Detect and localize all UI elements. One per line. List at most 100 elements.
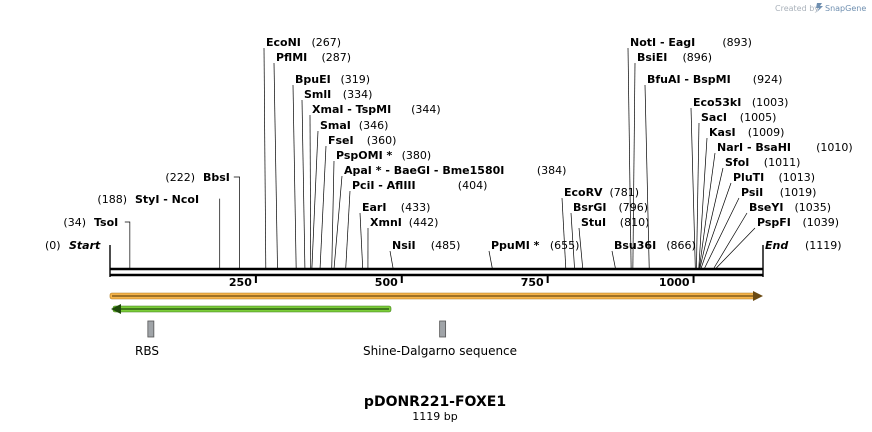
restriction-site[interactable]: EcoNI (267) — [263, 36, 341, 269]
restriction-site[interactable]: Bsu36I (866) — [611, 239, 696, 269]
site-connector — [699, 152, 716, 269]
restriction-site[interactable]: NsiI (485) — [389, 239, 461, 269]
restriction-site[interactable]: SmlI (334) — [301, 88, 372, 269]
restriction-site[interactable]: NarI - BsaHI (1010) — [699, 141, 853, 269]
site-name: StuI — [581, 216, 606, 229]
site-position: (34) — [63, 216, 86, 229]
feature-label: RBS — [135, 344, 159, 358]
restriction-site[interactable]: PsiI (1019) — [704, 186, 817, 269]
restriction-site[interactable]: FseI (360) — [319, 134, 397, 269]
plasmid-title: pDONR221-FOXE1 — [364, 394, 506, 410]
restriction-site[interactable]: BpuEI (319) — [292, 73, 371, 269]
feature-box — [439, 320, 447, 338]
site-position: (1011) — [764, 156, 801, 169]
site-connector — [578, 227, 584, 269]
restriction-site[interactable]: PpuMI * (655) — [488, 239, 579, 269]
site-connector — [704, 197, 740, 269]
site-name: PpuMI * — [491, 239, 540, 252]
site-name: SmaI — [320, 119, 351, 132]
site-connector — [333, 175, 343, 269]
green-feature-arrow — [111, 304, 392, 314]
site-name: TsoI — [94, 216, 118, 229]
restriction-site[interactable]: XmaI - TspMI (344) — [309, 103, 441, 269]
scale-tick-label: 750 — [521, 276, 544, 289]
orange-feature-arrow — [109, 291, 763, 301]
site-position: (810) — [620, 216, 650, 229]
restriction-site[interactable]: StyI - NcoI (188) — [97, 193, 221, 268]
site-connector — [561, 197, 567, 269]
restriction-site[interactable]: BfuAI - BspMI (924) — [644, 73, 783, 269]
restriction-site[interactable]: XmnI (442) — [367, 216, 439, 269]
site-connector — [696, 122, 700, 269]
site-name: FseI — [328, 134, 354, 147]
site-connector — [263, 47, 267, 269]
site-position: (1005) — [740, 111, 777, 124]
feature-label: Shine-Dalgarno sequence — [363, 344, 517, 358]
site-position: (1010) — [816, 141, 853, 154]
site-name: PspFI — [757, 216, 791, 229]
site-position: (485) — [431, 239, 461, 252]
site-connector — [698, 137, 708, 269]
site-connector — [632, 62, 636, 269]
site-name: PciI - AflIII — [352, 179, 416, 192]
restriction-site[interactable]: KasI (1009) — [698, 126, 785, 269]
restriction-site[interactable]: BsrGI (796) — [570, 201, 648, 269]
restriction-site[interactable]: Eco53kI (1003) — [690, 96, 788, 269]
site-position: (442) — [409, 216, 439, 229]
restriction-site[interactable]: SmaI (346) — [311, 119, 388, 269]
restriction-site[interactable]: ApaI * - BaeGI - Bme1580I (384) — [333, 164, 566, 269]
restriction-site[interactable]: SacI (1005) — [696, 111, 777, 269]
restriction-site[interactable]: EarI (433) — [359, 201, 430, 269]
start-position: (0) — [45, 239, 61, 252]
snapgene-logo-icon — [816, 3, 823, 12]
restriction-site[interactable]: PciI - AflIII (404) — [345, 179, 488, 269]
end-position: (1119) — [805, 239, 842, 252]
site-position: (360) — [367, 134, 397, 147]
restriction-site[interactable]: BbsI (222) — [165, 171, 240, 268]
site-connector — [301, 99, 306, 269]
restriction-site[interactable]: PflMI (287) — [273, 51, 351, 269]
site-name: EcoNI — [266, 36, 301, 49]
site-name: BseYI — [749, 201, 783, 214]
site-name: PluTI — [733, 171, 764, 184]
site-name: KasI — [709, 126, 736, 139]
restriction-site[interactable]: PspOMI * (380) — [331, 149, 432, 269]
site-name: BpuEI — [295, 73, 331, 86]
site-name: BbsI — [203, 171, 230, 184]
restriction-site[interactable]: BseYI (1035) — [713, 201, 832, 269]
site-name: StyI - NcoI — [135, 193, 199, 206]
small-features: RBS Shine-Dalgarno sequence — [135, 320, 517, 358]
site-position: (1009) — [748, 126, 785, 139]
site-position: (924) — [753, 73, 783, 86]
site-connector — [359, 212, 364, 269]
site-connector — [699, 167, 724, 269]
site-name: PspOMI * — [336, 149, 393, 162]
site-position: (222) — [165, 171, 195, 184]
site-position: (319) — [341, 73, 371, 86]
restriction-site[interactable]: TsoI (34) — [63, 216, 131, 268]
site-name: BsiEI — [637, 51, 667, 64]
site-name: Eco53kI — [693, 96, 741, 109]
restriction-site[interactable]: EcoRV (781) — [561, 186, 639, 269]
feature-box — [147, 320, 155, 338]
site-name: XmaI - TspMI — [312, 103, 391, 116]
site-connector — [389, 250, 394, 269]
site-position: (380) — [402, 149, 432, 162]
restriction-site[interactable]: PluTI (1013) — [700, 171, 815, 269]
restriction-site[interactable]: StuI (810) — [578, 216, 650, 269]
site-connector — [233, 176, 240, 268]
site-name: SmlI — [304, 88, 331, 101]
restriction-site[interactable]: NotI - EagI (893) — [627, 36, 752, 269]
site-name: Bsu36I — [614, 239, 656, 252]
site-connector — [716, 227, 756, 269]
restriction-site[interactable]: SfoI (1011) — [699, 156, 801, 269]
site-connector — [292, 84, 297, 269]
site-name: ApaI * - BaeGI - Bme1580I — [344, 164, 504, 177]
site-position: (866) — [666, 239, 696, 252]
restriction-site[interactable]: PspFI (1039) — [716, 216, 839, 269]
site-name: PflMI — [276, 51, 307, 64]
site-connector — [570, 212, 575, 269]
site-position: (1035) — [795, 201, 832, 214]
restriction-site[interactable]: BsiEI (896) — [632, 51, 712, 269]
